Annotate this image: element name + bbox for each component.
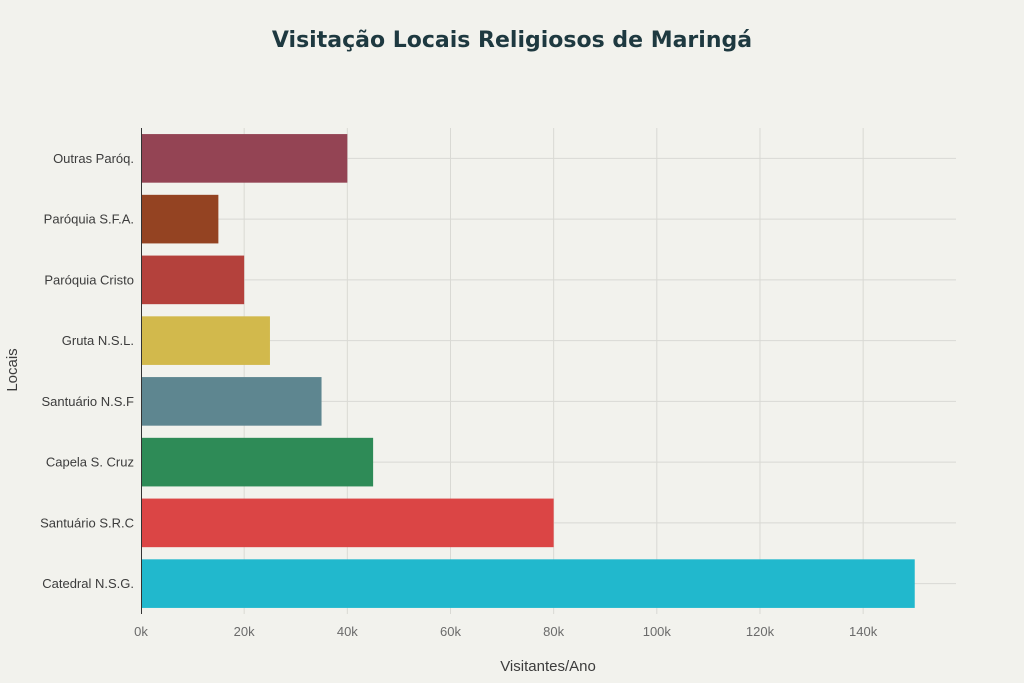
bar[interactable] [141, 255, 245, 305]
category-label: Catedral N.S.G. [42, 576, 134, 591]
category-label: Paróquia S.F.A. [44, 212, 134, 227]
category-label: Santuário S.R.C [40, 515, 134, 530]
x-tick-label: 60k [440, 624, 461, 639]
x-tick-label: 100k [643, 624, 672, 639]
y-axis-title: Locais [4, 348, 21, 391]
category-label: Santuário N.S.F [42, 394, 135, 409]
bar[interactable] [141, 498, 554, 548]
x-tick-label: 20k [234, 624, 255, 639]
bar[interactable] [141, 194, 219, 244]
bars [141, 134, 915, 608]
bar[interactable] [141, 437, 374, 487]
bar[interactable] [141, 316, 270, 365]
x-tick-labels: 0k 20k 40k 60k 80k 100k 120k 140k [134, 624, 878, 639]
x-tick-label: 140k [849, 624, 878, 639]
bar[interactable] [141, 134, 348, 183]
category-label: Outras Paróq. [53, 151, 134, 166]
category-label: Capela S. Cruz [46, 455, 134, 470]
category-label: Gruta N.S.L. [62, 333, 134, 348]
x-tick-label: 0k [134, 624, 148, 639]
x-tick-label: 120k [746, 624, 775, 639]
chart-title: Visitação Locais Religiosos de Maringá [271, 28, 753, 53]
x-tick-label: 40k [337, 624, 358, 639]
x-axis-title: Visitantes/Ano [500, 658, 596, 675]
category-labels: Catedral N.S.G. Santuário S.R.C Capela S. … [40, 151, 134, 591]
bar[interactable] [141, 559, 915, 608]
x-tick-label: 80k [543, 624, 564, 639]
bar[interactable] [141, 377, 322, 426]
category-label: Paróquia Cristo [44, 272, 134, 287]
